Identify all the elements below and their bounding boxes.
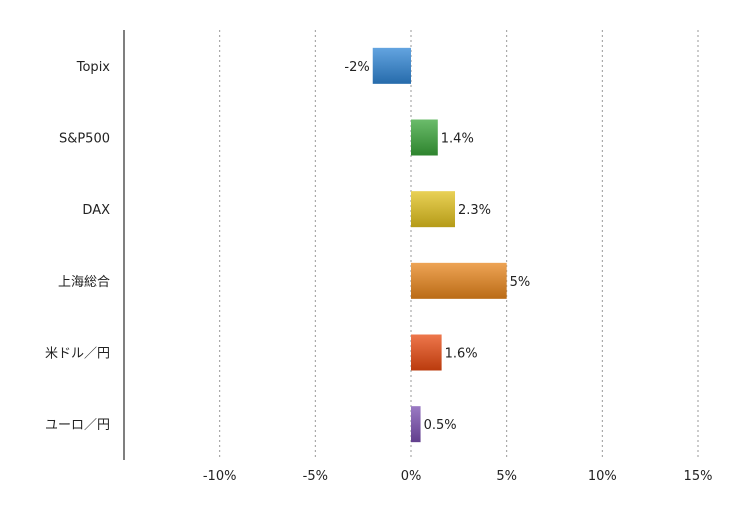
data-label: -2% (344, 60, 369, 75)
bar (411, 191, 456, 228)
x-tick-labels: -10% -5% 0% 5% 10% 15% (203, 469, 713, 484)
bar (372, 47, 411, 84)
bar (411, 119, 438, 156)
x-tick-label: 0% (401, 469, 422, 484)
category-label: 上海総合 (58, 275, 110, 290)
bars: -2% 1.4% 2.3% 5% 1.6% 0.5% (344, 47, 531, 443)
category-label: 米ドル／円 (45, 347, 110, 362)
data-label: 5% (510, 275, 531, 290)
data-label: 1.6% (445, 347, 478, 362)
category-label: Topix (76, 60, 111, 75)
x-tick-label: 5% (496, 469, 517, 484)
x-tick-label: -10% (203, 469, 237, 484)
data-label: 0.5% (424, 418, 457, 433)
category-label: DAX (82, 203, 110, 218)
bar (411, 262, 507, 299)
data-label: 2.3% (458, 203, 491, 218)
category-label: ユーロ／円 (45, 418, 110, 433)
bar (411, 334, 442, 371)
gridlines (219, 30, 699, 460)
x-tick-label: 10% (588, 469, 617, 484)
bar (411, 406, 421, 443)
x-tick-label: -5% (303, 469, 328, 484)
x-tick-label: 15% (684, 469, 713, 484)
category-label: S&P500 (59, 132, 110, 147)
data-label: 1.4% (441, 132, 474, 147)
